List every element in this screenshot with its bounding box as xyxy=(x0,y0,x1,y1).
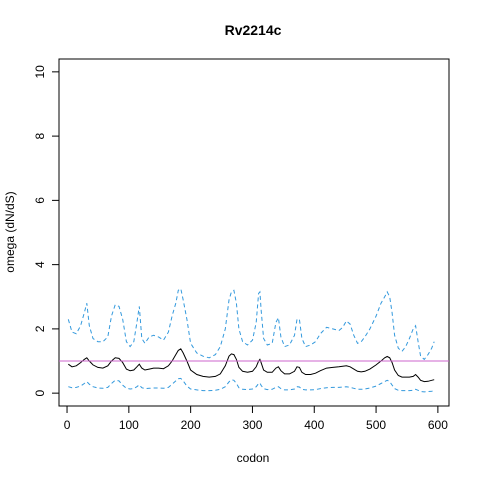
x-tick-label: 500 xyxy=(366,418,386,432)
y-tick-label: 4 xyxy=(33,261,47,268)
estimate-line xyxy=(68,348,435,383)
chart-title: Rv2214c xyxy=(225,22,282,38)
x-tick-label: 100 xyxy=(119,418,139,432)
plot-frame xyxy=(58,58,450,407)
x-tick-label: 400 xyxy=(304,418,324,432)
y-axis: 0 2 4 6 8 10 xyxy=(33,65,60,396)
x-tick-label: 0 xyxy=(64,418,71,432)
y-tick-label: 0 xyxy=(33,389,47,396)
lower-bound-line xyxy=(68,377,435,393)
x-tick-label: 600 xyxy=(428,418,448,432)
y-tick-label: 2 xyxy=(33,325,47,332)
x-axis: 0 100 200 300 400 500 600 xyxy=(64,405,448,432)
y-axis-label: omega (dN/dS) xyxy=(3,191,17,272)
x-tick-label: 200 xyxy=(181,418,201,432)
y-tick-label: 10 xyxy=(33,65,47,79)
plot-area xyxy=(59,287,449,393)
x-tick-label: 300 xyxy=(242,418,262,432)
y-tick-label: 8 xyxy=(33,132,47,139)
y-tick-label: 6 xyxy=(33,197,47,204)
upper-bound-line xyxy=(67,287,435,361)
x-axis-label: codon xyxy=(237,451,270,465)
